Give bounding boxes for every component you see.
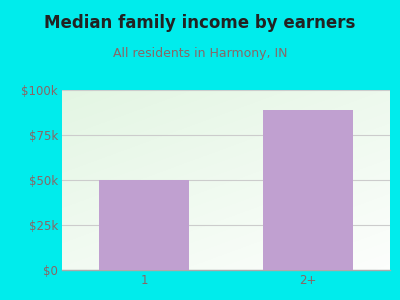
Text: Median family income by earners: Median family income by earners [44, 14, 356, 32]
Text: All residents in Harmony, IN: All residents in Harmony, IN [113, 46, 287, 59]
Bar [99, 180, 189, 270]
Bar [263, 110, 353, 270]
